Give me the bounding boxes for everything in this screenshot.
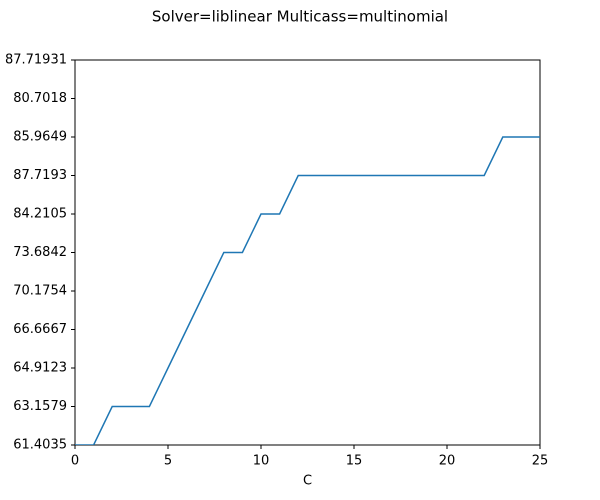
y-tick-label: 85.9649 bbox=[13, 130, 67, 145]
y-tick-label: 61.4035 bbox=[13, 438, 67, 453]
y-tick-label: 87.71931 bbox=[5, 53, 67, 68]
y-tick-label: 63.1579 bbox=[13, 399, 67, 414]
y-tick-label: 70.1754 bbox=[13, 284, 67, 299]
x-tick-label: 5 bbox=[164, 454, 172, 469]
x-tick-label: 20 bbox=[439, 454, 456, 469]
plot-frame bbox=[74, 59, 541, 446]
y-tick-label: 64.9123 bbox=[13, 361, 67, 376]
x-axis-label: C bbox=[303, 474, 312, 489]
y-tick-label: 84.2105 bbox=[13, 207, 67, 222]
x-tick-label: 0 bbox=[71, 454, 79, 469]
chart-title: Solver=liblinear Multicass=multinomial bbox=[152, 8, 448, 26]
y-tick-label: 73.6842 bbox=[13, 245, 67, 260]
data-line bbox=[75, 136, 540, 445]
x-tick-label: 25 bbox=[532, 454, 549, 469]
x-tick-label: 15 bbox=[346, 454, 363, 469]
y-tick-label: 87.7193 bbox=[13, 168, 67, 183]
y-tick-label: 80.7018 bbox=[13, 91, 67, 106]
y-tick-label: 66.6667 bbox=[13, 322, 67, 337]
x-tick-label: 10 bbox=[253, 454, 270, 469]
